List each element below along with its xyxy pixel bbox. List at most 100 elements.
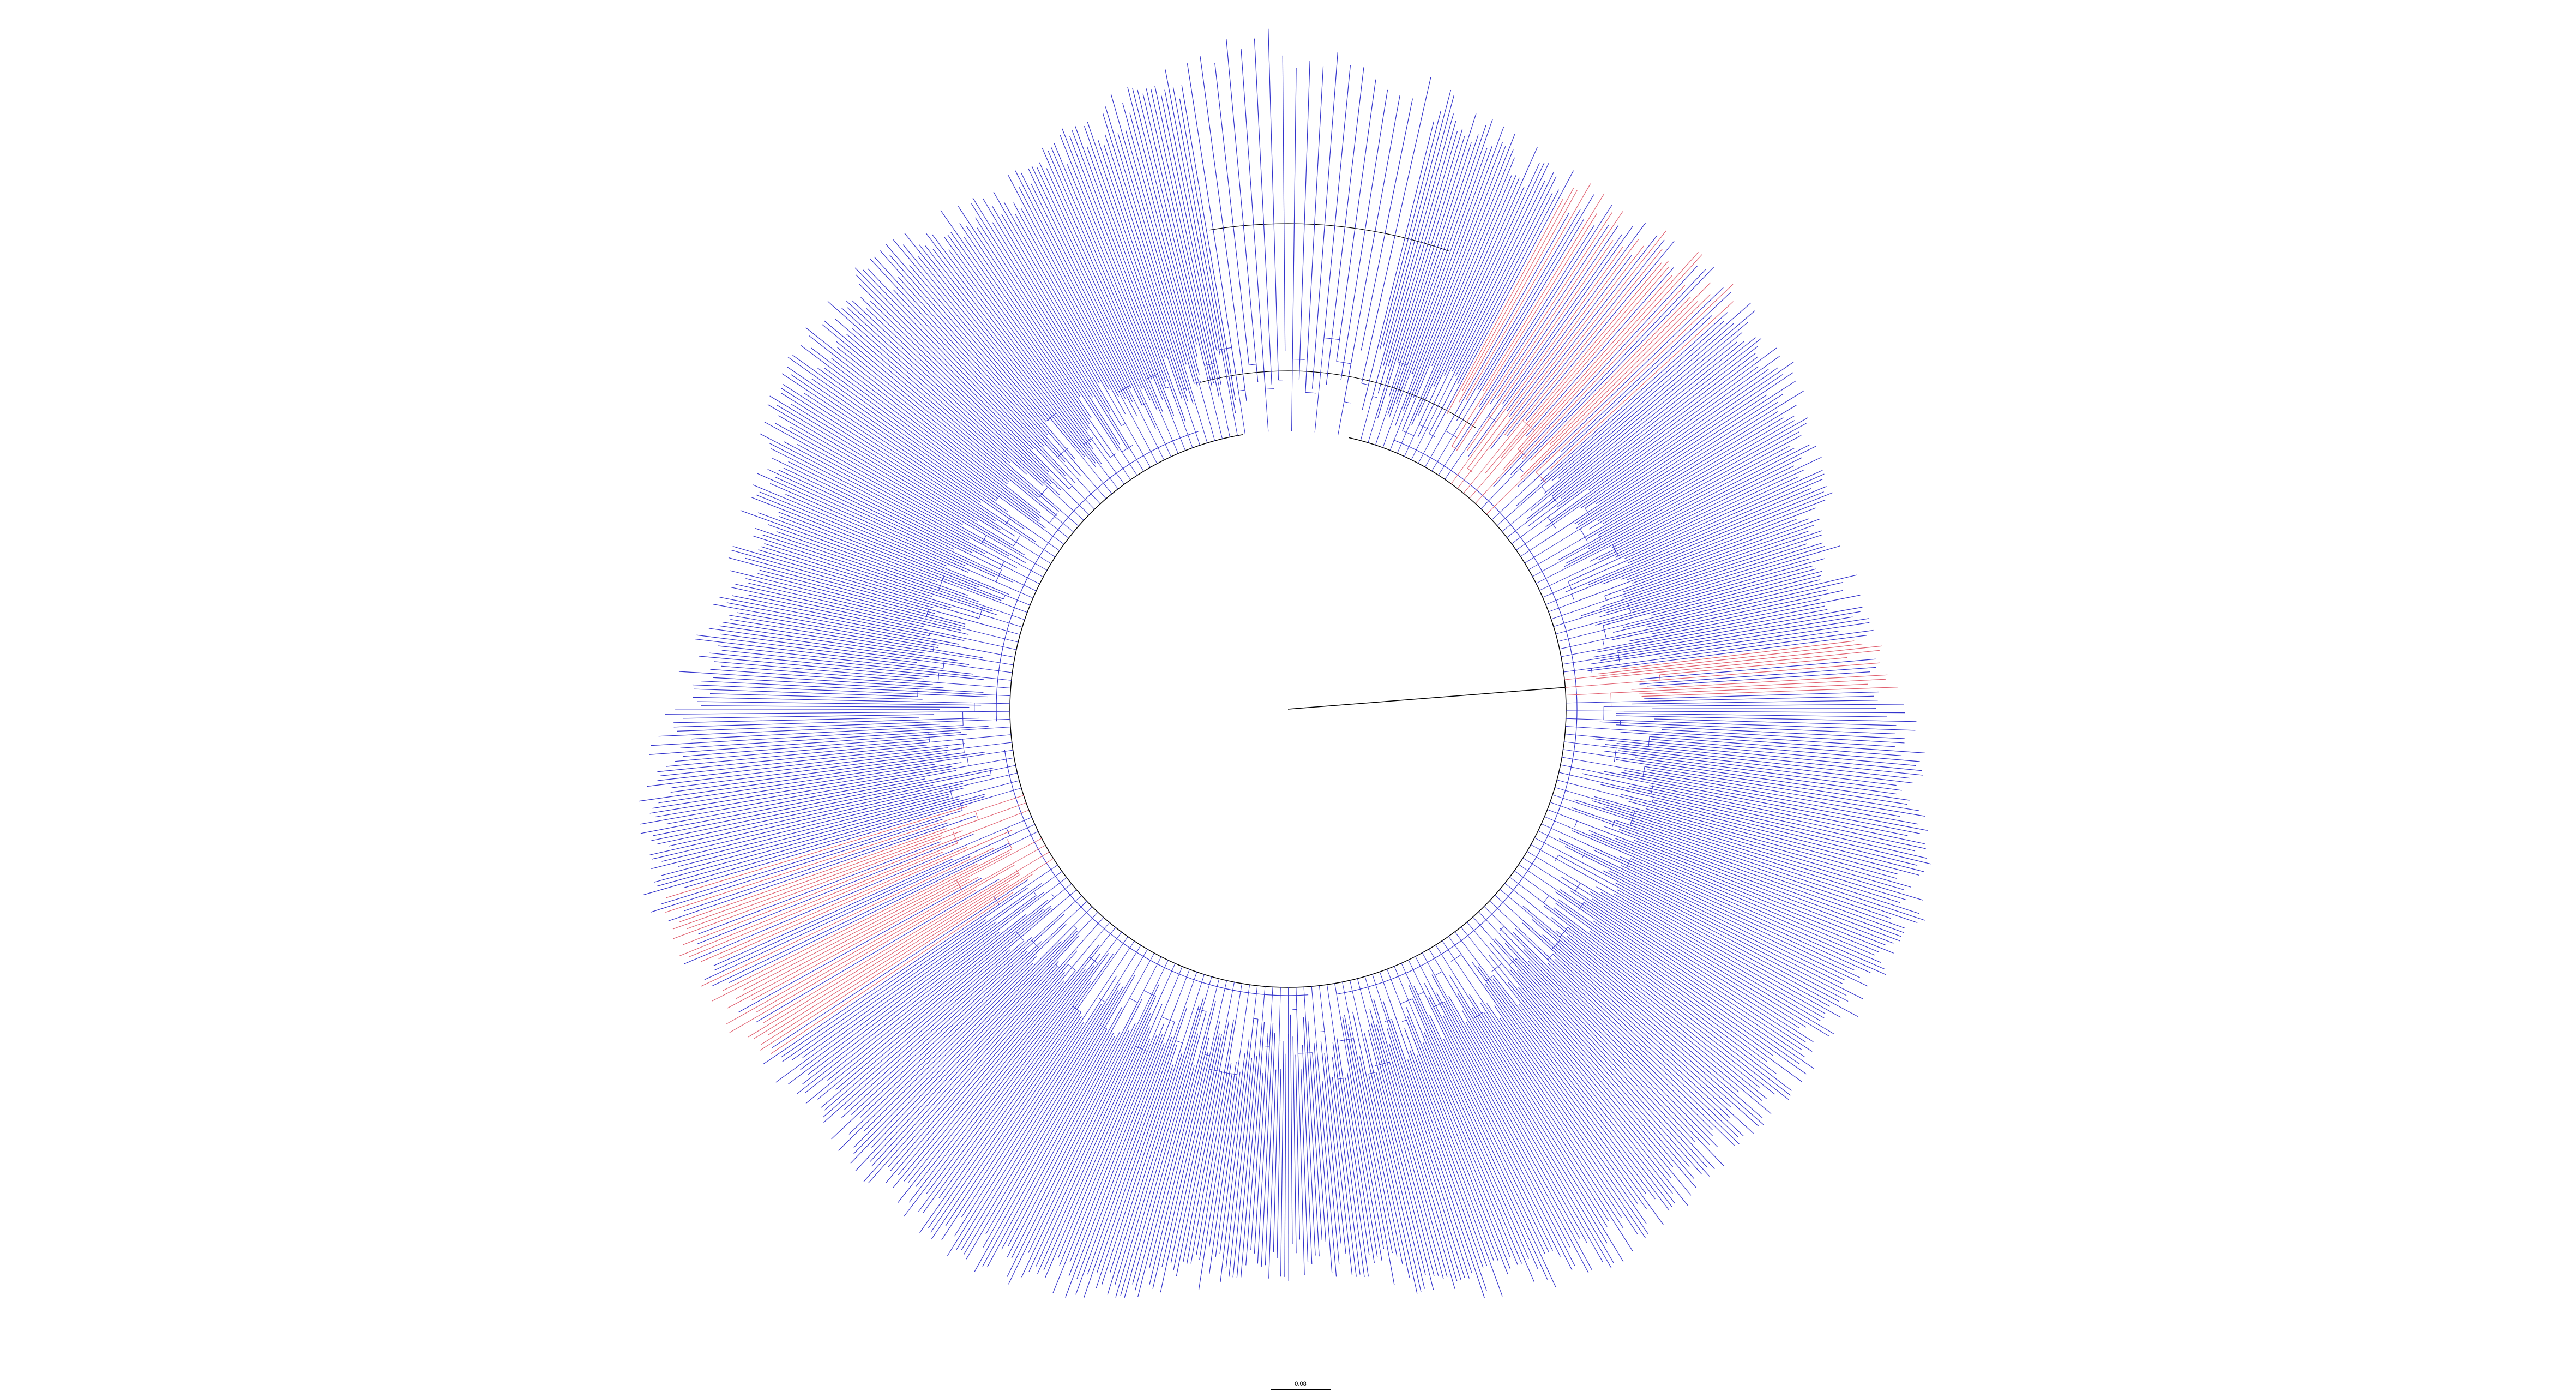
leaf-branch (1352, 1011, 1410, 1278)
leaf-branch (1370, 1022, 1439, 1276)
internal-branch (1541, 823, 1584, 843)
leaf-branch (1393, 1042, 1470, 1279)
leaf-branch (1368, 1074, 1418, 1294)
leaf-branch (745, 578, 961, 631)
leaf-branch (823, 937, 1032, 1123)
leaf-branch (1526, 267, 1674, 437)
leaf-branch (1593, 849, 1855, 970)
leaf-branch (1187, 63, 1239, 391)
leaf-branch (780, 387, 1015, 537)
leaf-branch (1075, 125, 1176, 401)
leaf-branch (695, 638, 943, 669)
leaf-branch (701, 680, 982, 695)
leaf-branch (971, 203, 1093, 398)
leaf-branch (874, 256, 1058, 458)
leaf-branch (1624, 770, 1918, 825)
internal-branch (959, 838, 1042, 882)
leaf-branch (1042, 147, 1158, 411)
leaf-branch (1640, 658, 1876, 680)
internal-branch (1562, 656, 1610, 665)
node-arc (1253, 1018, 1258, 1020)
leaf-branch (679, 843, 958, 957)
leaf-branch (904, 970, 1076, 1182)
leaf-branch (1076, 1042, 1165, 1280)
leaf-branch (1200, 56, 1247, 401)
leaf-branch (1403, 146, 1506, 411)
leaf-branch (1640, 791, 1927, 859)
leaf-branch (1214, 63, 1250, 365)
leaf-branch (786, 366, 1025, 530)
leaf-branch (1550, 356, 1780, 521)
leaf-branch (727, 879, 970, 1009)
internal-branch (1038, 901, 1087, 948)
leaf-branch (1298, 61, 1310, 380)
leaf-branch (1028, 168, 1142, 406)
internal-branch (1507, 523, 1525, 538)
node-arc (996, 494, 1001, 501)
leaf-branch (1323, 65, 1351, 338)
internal-branch (1054, 883, 1072, 898)
leaf-branch (1496, 211, 1623, 400)
leaf-branch (1551, 341, 1744, 497)
internal-branch (1088, 940, 1135, 1010)
leaf-branch (1127, 86, 1198, 358)
leaf-branch (809, 335, 1050, 524)
node-arc (1368, 1071, 1376, 1075)
leaf-branch (1036, 1012, 1151, 1267)
leaf-branch (1110, 94, 1195, 384)
internal-branch (1431, 406, 1471, 471)
leaf-branch (1523, 949, 1718, 1147)
leaf-branch (1046, 168, 1151, 400)
leaf-branch (1616, 747, 1913, 783)
node-arc (1084, 437, 1094, 445)
leaf-branch (1114, 1005, 1200, 1286)
internal-branch (1563, 668, 1592, 673)
internal-branch (1527, 851, 1581, 884)
leaf-branch (769, 483, 996, 583)
internal-branch (1182, 362, 1208, 443)
internal-branch (961, 637, 1016, 650)
leaf-branch (726, 891, 963, 1024)
internal-branch (974, 562, 1037, 591)
leaf-branch (1598, 644, 1863, 675)
internal-branch (1404, 424, 1419, 457)
leaf-branch (654, 798, 960, 883)
internal-branch (1435, 944, 1466, 994)
leaf-branch (822, 940, 1025, 1118)
backbone-arc (1337, 439, 1578, 994)
leaf-branch (955, 982, 1121, 1251)
leaf-branch (1544, 952, 1739, 1137)
leaf-branch (1107, 1053, 1183, 1295)
internal-branch (1051, 502, 1079, 526)
leaf-branch (680, 730, 950, 748)
leaf-branch (1631, 674, 1888, 690)
leaf-branch (670, 752, 965, 793)
node-arc (966, 754, 969, 766)
internal-branch (1548, 603, 1572, 613)
leaf-branch (871, 961, 1059, 1167)
leaf-branch (1336, 79, 1376, 362)
scale-bar: 0.08 (1271, 1381, 1331, 1390)
leaf-branch (1295, 1054, 1301, 1240)
leaf-branch (1277, 1068, 1281, 1258)
leaf-branch (1369, 1009, 1444, 1280)
internal-branch (1086, 922, 1110, 950)
node-arc (1073, 925, 1078, 929)
leaf-branch (1623, 711, 1905, 714)
leaf-branch (1517, 287, 1724, 487)
leaf-branch (1576, 820, 1894, 944)
leaf-branch (729, 615, 983, 658)
internal-branch (1415, 956, 1429, 982)
leaf-branch (666, 806, 968, 898)
leaf-branch (1509, 958, 1702, 1174)
leaf-branch (728, 557, 935, 614)
leaf-branch (731, 549, 934, 609)
leaf-branch (1161, 95, 1221, 385)
leaf-branch (651, 818, 943, 913)
leaf-branch (800, 345, 1046, 529)
leaf-branch (1543, 905, 1791, 1096)
backbone-arc (1200, 370, 1476, 428)
leaf-branch (817, 905, 1051, 1100)
internal-branch (1553, 603, 1628, 627)
